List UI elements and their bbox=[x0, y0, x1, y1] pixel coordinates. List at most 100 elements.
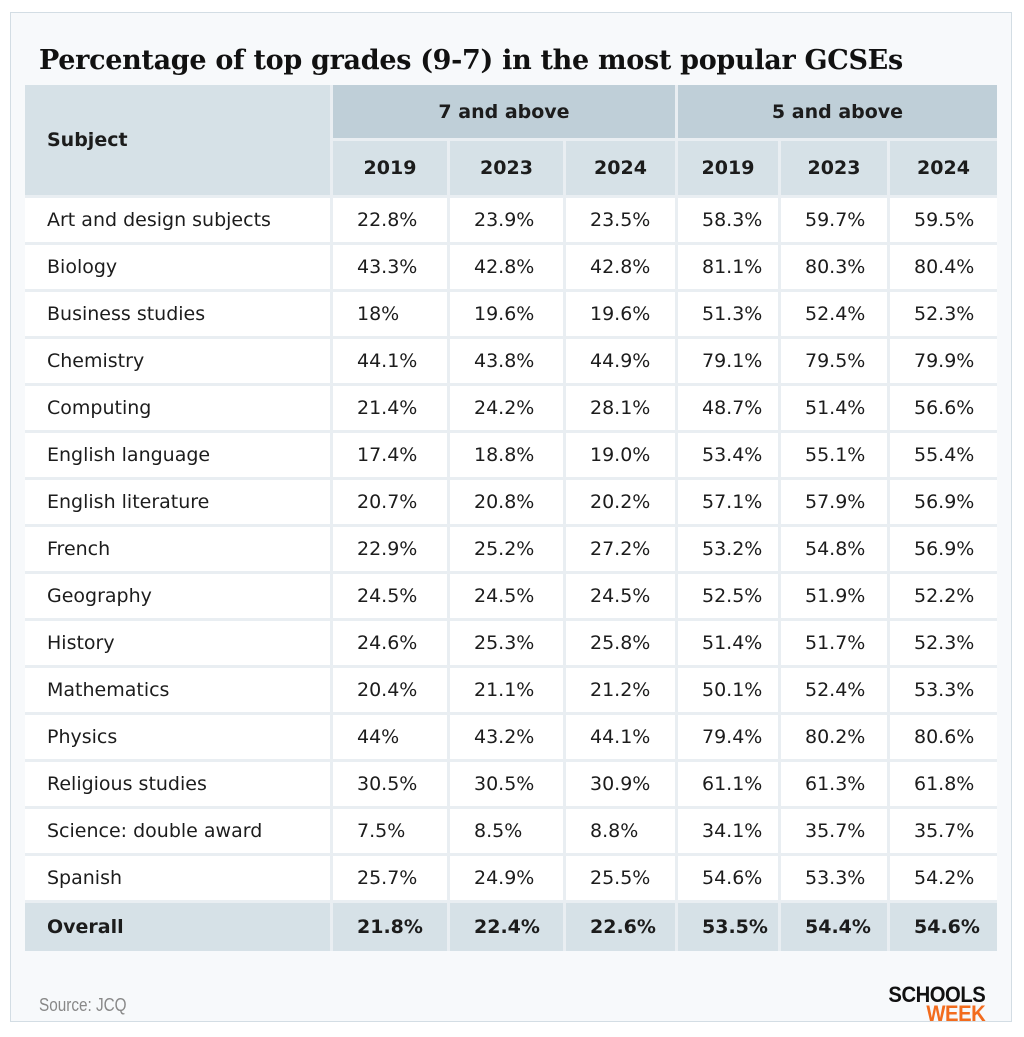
table-cell: 34.1% bbox=[678, 809, 778, 853]
row-subject: History bbox=[25, 621, 330, 665]
table-cell: 58.3% bbox=[678, 198, 778, 242]
year-header: 2024 bbox=[566, 141, 675, 195]
table-cell: 50.1% bbox=[678, 668, 778, 712]
row-subject: Geography bbox=[25, 574, 330, 618]
table-cell: 43.8% bbox=[450, 339, 563, 383]
table-cell: 53.4% bbox=[678, 433, 778, 477]
row-subject: English language bbox=[25, 433, 330, 477]
grades-table: Subject 7 and above 5 and above 2019 2023… bbox=[25, 85, 997, 951]
overall-label: Overall bbox=[25, 903, 330, 951]
table-cell: 20.2% bbox=[566, 480, 675, 524]
table-cell: 44.9% bbox=[566, 339, 675, 383]
row-subject: Mathematics bbox=[25, 668, 330, 712]
table-cell: 8.5% bbox=[450, 809, 563, 853]
table-cell: 52.5% bbox=[678, 574, 778, 618]
table-cell: 57.9% bbox=[781, 480, 887, 524]
table-cell: 25.3% bbox=[450, 621, 563, 665]
table-cell: 52.4% bbox=[781, 668, 887, 712]
table-cell: 79.4% bbox=[678, 715, 778, 759]
table-cell: 80.4% bbox=[890, 245, 997, 289]
table-cell: 24.6% bbox=[333, 621, 447, 665]
logo-line-2: WEEK bbox=[926, 1001, 985, 1026]
table-cell: 24.9% bbox=[450, 856, 563, 900]
table-cell: 44% bbox=[333, 715, 447, 759]
year-header: 2023 bbox=[781, 141, 887, 195]
overall-cell: 21.8% bbox=[333, 903, 447, 951]
schools-week-logo: SCHOOLS WEEK bbox=[888, 982, 985, 1026]
table-cell: 53.3% bbox=[781, 856, 887, 900]
table-cell: 28.1% bbox=[566, 386, 675, 430]
table-cell: 25.2% bbox=[450, 527, 563, 571]
overall-cell: 53.5% bbox=[678, 903, 778, 951]
table-cell: 22.9% bbox=[333, 527, 447, 571]
table-cell: 8.8% bbox=[566, 809, 675, 853]
chart-title: Percentage of top grades (9-7) in the mo… bbox=[39, 45, 903, 76]
table-cell: 81.1% bbox=[678, 245, 778, 289]
overall-cell: 54.4% bbox=[781, 903, 887, 951]
table-cell: 42.8% bbox=[450, 245, 563, 289]
table-cell: 54.2% bbox=[890, 856, 997, 900]
table-cell: 55.4% bbox=[890, 433, 997, 477]
row-subject: Computing bbox=[25, 386, 330, 430]
row-subject: Science: double award bbox=[25, 809, 330, 853]
table-cell: 57.1% bbox=[678, 480, 778, 524]
table-cell: 51.4% bbox=[678, 621, 778, 665]
table-cell: 56.9% bbox=[890, 527, 997, 571]
row-subject: Spanish bbox=[25, 856, 330, 900]
row-subject: Physics bbox=[25, 715, 330, 759]
table-cell: 43.3% bbox=[333, 245, 447, 289]
row-subject: French bbox=[25, 527, 330, 571]
table-cell: 19.6% bbox=[450, 292, 563, 336]
year-header: 2019 bbox=[678, 141, 778, 195]
table-cell: 53.2% bbox=[678, 527, 778, 571]
table-cell: 24.5% bbox=[333, 574, 447, 618]
table-cell: 17.4% bbox=[333, 433, 447, 477]
table-cell: 21.4% bbox=[333, 386, 447, 430]
table-cell: 51.4% bbox=[781, 386, 887, 430]
logo-line-1: SCHOOLS bbox=[888, 982, 985, 1007]
table-cell: 35.7% bbox=[890, 809, 997, 853]
table-cell: 24.2% bbox=[450, 386, 563, 430]
table-cell: 61.3% bbox=[781, 762, 887, 806]
table-cell: 27.2% bbox=[566, 527, 675, 571]
table-cell: 24.5% bbox=[566, 574, 675, 618]
table-cell: 44.1% bbox=[333, 339, 447, 383]
group-header-5-and-above: 5 and above bbox=[678, 85, 997, 138]
overall-cell: 22.4% bbox=[450, 903, 563, 951]
table-cell: 48.7% bbox=[678, 386, 778, 430]
table-cell: 59.7% bbox=[781, 198, 887, 242]
row-subject: Business studies bbox=[25, 292, 330, 336]
table-cell: 21.2% bbox=[566, 668, 675, 712]
overall-cell: 54.6% bbox=[890, 903, 997, 951]
table-cell: 61.8% bbox=[890, 762, 997, 806]
row-subject: English literature bbox=[25, 480, 330, 524]
row-subject: Chemistry bbox=[25, 339, 330, 383]
table-cell: 42.8% bbox=[566, 245, 675, 289]
group-header-7-and-above: 7 and above bbox=[333, 85, 675, 138]
overall-cell: 22.6% bbox=[566, 903, 675, 951]
table-cell: 25.5% bbox=[566, 856, 675, 900]
row-subject: Biology bbox=[25, 245, 330, 289]
table-cell: 52.4% bbox=[781, 292, 887, 336]
table-cell: 55.1% bbox=[781, 433, 887, 477]
table-cell: 51.7% bbox=[781, 621, 887, 665]
table-cell: 52.3% bbox=[890, 292, 997, 336]
table-cell: 59.5% bbox=[890, 198, 997, 242]
table-cell: 25.8% bbox=[566, 621, 675, 665]
table-cell: 25.7% bbox=[333, 856, 447, 900]
table-cell: 20.4% bbox=[333, 668, 447, 712]
table-cell: 80.2% bbox=[781, 715, 887, 759]
table-cell: 53.3% bbox=[890, 668, 997, 712]
table-cell: 79.5% bbox=[781, 339, 887, 383]
table-cell: 19.0% bbox=[566, 433, 675, 477]
row-subject: Art and design subjects bbox=[25, 198, 330, 242]
table-cell: 30.5% bbox=[450, 762, 563, 806]
year-header: 2023 bbox=[450, 141, 563, 195]
table-cell: 54.8% bbox=[781, 527, 887, 571]
table-cell: 22.8% bbox=[333, 198, 447, 242]
table-cell: 30.5% bbox=[333, 762, 447, 806]
table-cell: 18.8% bbox=[450, 433, 563, 477]
table-cell: 44.1% bbox=[566, 715, 675, 759]
subject-header: Subject bbox=[25, 85, 330, 195]
table-cell: 24.5% bbox=[450, 574, 563, 618]
